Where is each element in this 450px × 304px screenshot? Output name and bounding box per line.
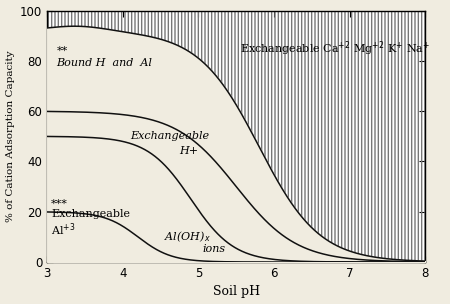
Text: H+: H+ [180,147,198,156]
Text: Exchangeable Ca$^{+2}$ Mg$^{+2}$ K$^{+}$ Na$^{+}$: Exchangeable Ca$^{+2}$ Mg$^{+2}$ K$^{+}$… [240,39,430,57]
Y-axis label: % of Cation Adsorption Capacity: % of Cation Adsorption Capacity [5,50,14,222]
Text: Exchangeable: Exchangeable [130,131,210,141]
Text: Bound H  and  Al: Bound H and Al [56,58,152,68]
Text: **: ** [56,46,68,56]
Text: ***: *** [51,199,68,209]
Text: Exchangeable: Exchangeable [51,209,130,219]
Text: Al$^{+3}$: Al$^{+3}$ [51,221,76,238]
Text: Al(OH)$_x$: Al(OH)$_x$ [164,230,211,244]
X-axis label: Soil pH: Soil pH [213,285,260,299]
Text: ions: ions [202,244,225,254]
